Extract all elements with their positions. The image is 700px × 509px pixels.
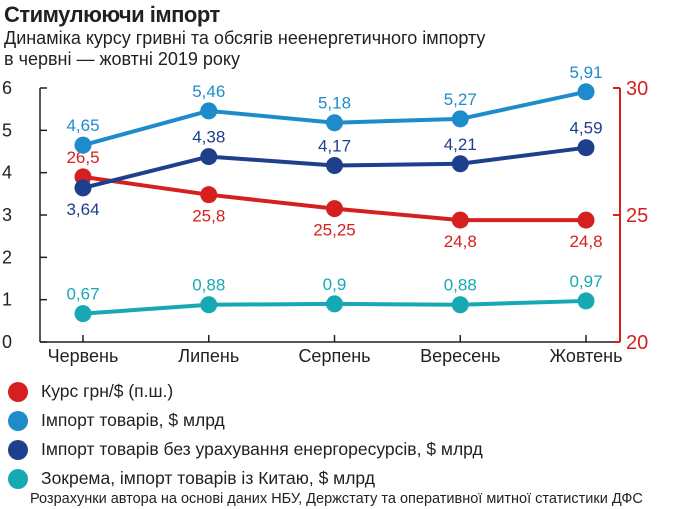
data-point (74, 179, 92, 197)
legend-item-imports: Імпорт товарів, $ млрд (8, 406, 483, 435)
left-axis-tick-label: 3 (2, 205, 12, 225)
legend-label: Курс грн/$ (п.ш.) (41, 381, 174, 401)
data-point (577, 83, 595, 101)
legend-marker (8, 468, 28, 489)
subtitle-line-2: в червні — жовтні 2019 року (4, 49, 241, 69)
data-point (200, 296, 218, 314)
data-label: 5,27 (444, 90, 477, 109)
x-axis-tick-label: Жовтень (550, 346, 623, 366)
right-axis-tick-label: 20 (626, 332, 648, 354)
chart-title: Стимулюючи імпорт (4, 2, 220, 27)
data-label: 4,17 (318, 136, 351, 155)
left-axis-tick-label: 0 (2, 332, 12, 352)
data-label: 3,64 (66, 200, 99, 219)
data-point (451, 296, 469, 314)
left-axis-tick-label: 2 (2, 247, 12, 267)
data-label: 0,67 (66, 285, 99, 304)
source-note: Розрахунки автора на основі даних НБУ, Д… (30, 491, 643, 507)
data-label: 24,8 (569, 232, 602, 251)
x-axis-tick-label: Серпень (298, 346, 370, 366)
data-point (326, 114, 343, 132)
legend-label: Імпорт товарів, $ млрд (41, 410, 225, 430)
data-point (577, 139, 595, 157)
legend-item-non-energy-imports: Імпорт товарів без урахування енергоресу… (8, 435, 483, 464)
data-point (451, 155, 469, 173)
data-point (577, 211, 595, 229)
data-point (74, 136, 92, 154)
right-axis-tick-label: 30 (626, 78, 648, 100)
x-axis-tick-label: Липень (178, 346, 239, 366)
data-label: 4,65 (66, 116, 99, 135)
data-label: 4,59 (569, 119, 602, 138)
data-label: 4,38 (192, 128, 225, 147)
data-label: 0,88 (444, 276, 477, 295)
legend-marker (8, 410, 28, 431)
right-axis-tick-label: 25 (626, 205, 648, 227)
data-point (326, 156, 343, 174)
data-point (451, 110, 469, 128)
legend-item-china-imports: Зокрема, імпорт товарів із Китаю, $ млрд (8, 464, 483, 493)
data-label: 5,18 (318, 94, 351, 113)
data-label: 26,5 (66, 148, 99, 167)
data-point (451, 211, 469, 229)
subtitle-line-1: Динаміка курсу гривні та обсягів неенерг… (4, 28, 486, 48)
x-axis-tick-label: Червень (48, 346, 119, 366)
legend-item-exchange-rate: Курс грн/$ (п.ш.) (8, 377, 483, 406)
legend-marker (8, 439, 28, 460)
legend-label: Імпорт товарів без урахування енергоресу… (41, 439, 483, 459)
data-label: 5,91 (569, 63, 602, 82)
left-axis-tick-label: 1 (2, 290, 12, 310)
data-label: 5,46 (192, 82, 225, 101)
legend-label: Зокрема, імпорт товарів із Китаю, $ млрд (41, 468, 375, 488)
left-axis-tick-label: 6 (2, 78, 12, 98)
chart-subtitle: Динаміка курсу гривні та обсягів неенерг… (4, 28, 564, 70)
x-axis-tick-label: Вересень (420, 346, 500, 366)
left-axis-tick-label: 5 (2, 120, 12, 140)
data-label: 0,97 (569, 272, 602, 291)
chart-legend: Курс грн/$ (п.ш.) Імпорт товарів, $ млрд… (8, 377, 483, 493)
data-point (74, 305, 92, 323)
data-label: 0,88 (192, 276, 225, 295)
data-point (200, 186, 218, 204)
data-label: 25,8 (192, 207, 225, 226)
data-point (326, 200, 343, 218)
data-label: 0,9 (323, 275, 347, 294)
data-point (577, 292, 595, 310)
legend-marker (8, 381, 28, 402)
data-point (200, 148, 218, 166)
data-label: 25,25 (313, 221, 356, 240)
left-axis-tick-label: 4 (2, 163, 12, 183)
data-point (200, 102, 218, 120)
line-chart: 0 1 2 3 4 5 6 20 25 30 Червень Липень Серпень Вересен… (2, 63, 648, 366)
data-label: 4,21 (444, 135, 477, 154)
data-point (326, 295, 343, 313)
data-label: 24,8 (444, 232, 477, 251)
